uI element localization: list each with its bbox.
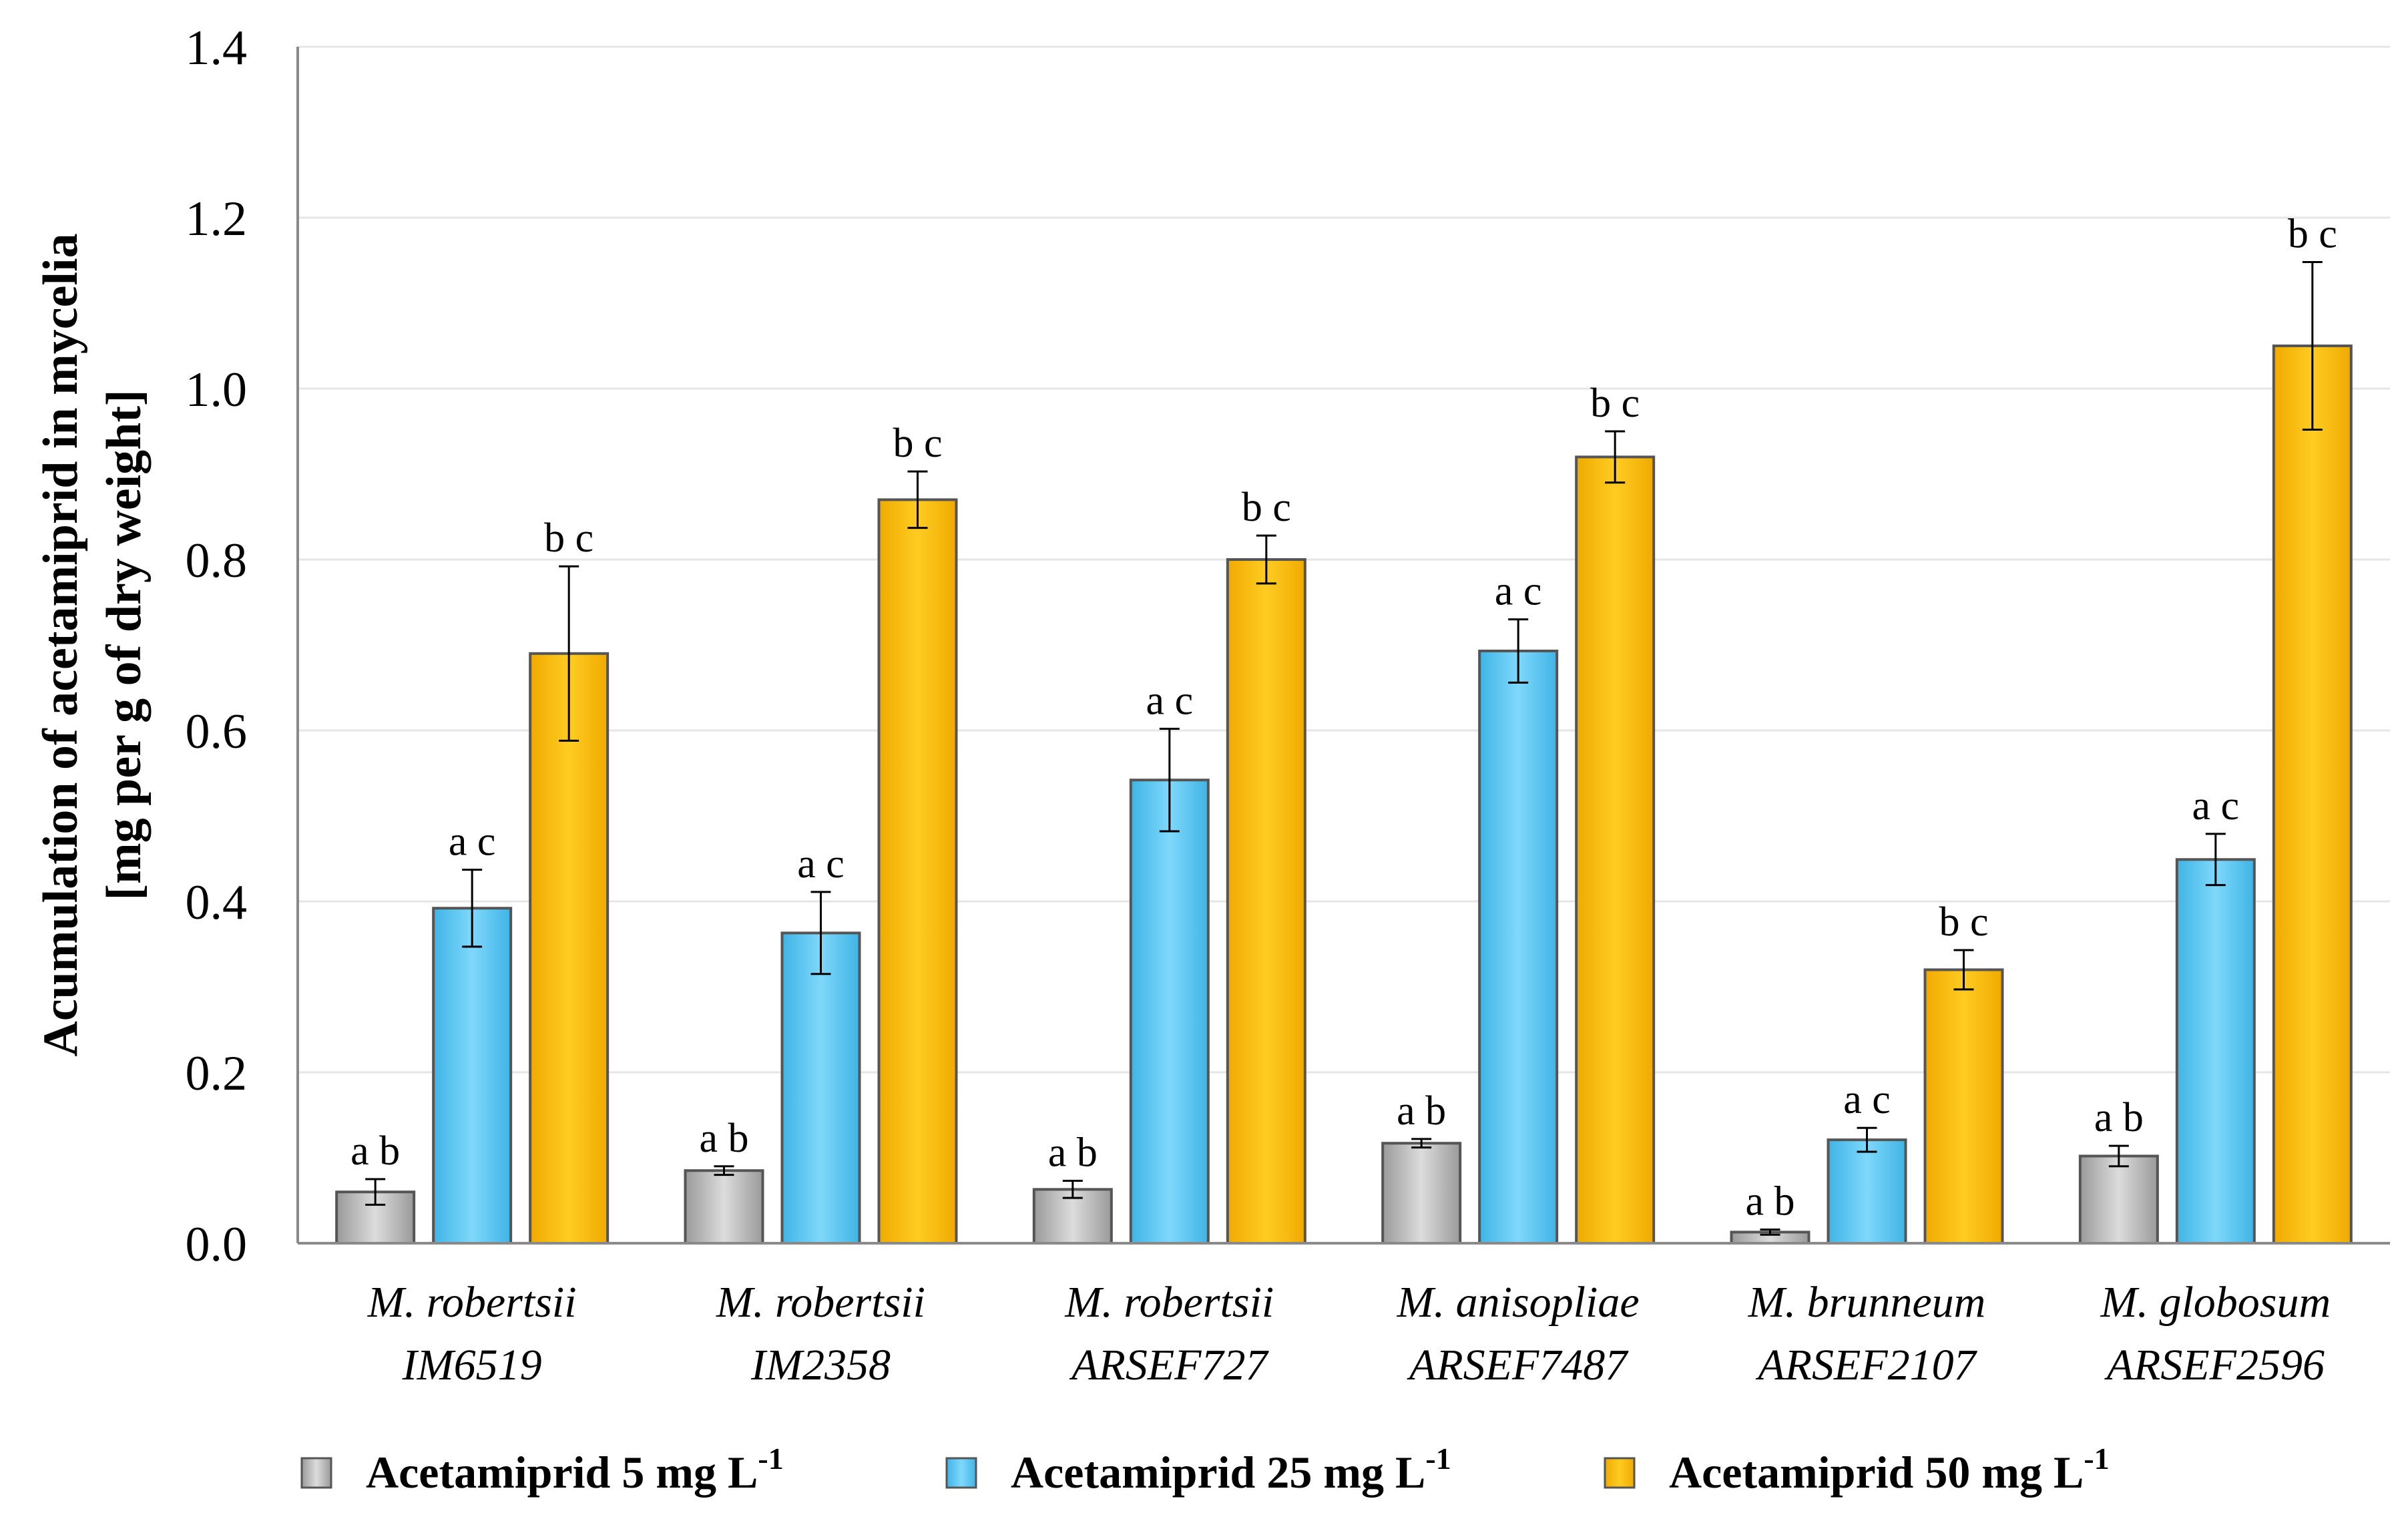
error-bar <box>1159 727 1180 833</box>
legend: Acetamiprid 5 mg L-1 Acetamiprid 25 mg L-… <box>300 1442 2110 1498</box>
x-tick-label-strain: ARSEF7487 <box>1407 1341 1629 1389</box>
legend-swatch <box>300 1457 332 1489</box>
y-tick-label: 1.2 <box>186 192 248 246</box>
legend-swatch <box>1604 1457 1636 1489</box>
significance-label: a c <box>2192 783 2240 829</box>
y-tick-label: 0.4 <box>186 875 248 930</box>
error-bar <box>462 869 483 948</box>
bar <box>1478 649 1559 1245</box>
error-bar <box>1857 1126 1877 1153</box>
significance-label: a c <box>1843 1077 1891 1122</box>
bar <box>1129 779 1210 1245</box>
y-tick-label: 0.8 <box>186 533 248 588</box>
error-bar <box>1062 1180 1083 1199</box>
y-axis-title: Acumulation of acetamiprid in mycelia [m… <box>33 233 152 1056</box>
bars: a b a b a b a b a b a b a c a c a c a c a c a c b c b… <box>335 212 2353 1245</box>
x-tick-label-strain: ARSEF2107 <box>1755 1341 1977 1389</box>
bar <box>780 931 861 1245</box>
legend-label: Acetamiprid 5 mg L-1 <box>366 1442 784 1498</box>
bar <box>1923 968 2004 1245</box>
x-tick-label-strain: IM6519 <box>402 1341 542 1389</box>
error-bar <box>365 1178 386 1206</box>
error-bar <box>1760 1229 1780 1236</box>
significance-label: b c <box>544 515 593 561</box>
error-bar <box>714 1165 734 1176</box>
significance-label: a c <box>449 819 496 865</box>
error-bar <box>2108 1144 2129 1168</box>
significance-label: a b <box>1048 1130 1098 1176</box>
significance-label: b c <box>1242 485 1291 530</box>
significance-label: a c <box>1146 678 1194 723</box>
x-tick-label-strain: ARSEF2596 <box>2104 1341 2325 1389</box>
error-bar <box>1953 949 1974 991</box>
bar <box>877 498 958 1245</box>
significance-label: a b <box>699 1116 748 1161</box>
bar <box>2175 858 2256 1245</box>
bar <box>2078 1154 2159 1245</box>
legend-label: Acetamiprid 50 mg L-1 <box>1669 1442 2110 1498</box>
x-tick-labels: M. robertsii IM6519 M. robertsii IM2358 M. r… <box>367 1278 2331 1389</box>
error-bar <box>1508 618 1529 684</box>
x-tick-label-strain: IM2358 <box>750 1341 891 1389</box>
significance-label: b c <box>1590 381 1640 426</box>
significance-label: a b <box>2094 1095 2144 1140</box>
bar <box>1575 455 1656 1245</box>
y-tick-label: 0.0 <box>186 1217 248 1272</box>
error-bar <box>1256 534 1276 585</box>
y-ticks: 0.0 0.2 0.4 0.6 0.8 1.0 1.2 1.4 <box>186 21 248 1272</box>
y-axis-label-line-2: [mg per g of dry weight] <box>97 389 152 900</box>
legend-label: Acetamiprid 25 mg L-1 <box>1011 1442 1451 1498</box>
error-bar <box>907 470 928 529</box>
legend-swatch <box>945 1457 977 1489</box>
error-bar <box>1605 430 1626 484</box>
error-bar <box>2302 261 2323 431</box>
significance-label: a b <box>1397 1088 1446 1134</box>
bar <box>2272 345 2353 1245</box>
x-tick-label: M. brunneum <box>1748 1278 1986 1327</box>
legend-item: Acetamiprid 5 mg L-1 <box>300 1442 784 1498</box>
significance-label: b c <box>1939 899 1988 945</box>
significance-label: a c <box>1495 569 1542 614</box>
bar <box>1226 558 1306 1245</box>
significance-label: a b <box>350 1128 400 1174</box>
legend-item: Acetamiprid 50 mg L-1 <box>1604 1442 2110 1498</box>
x-tick-label: M. globosum <box>2100 1278 2331 1327</box>
bar <box>432 907 513 1245</box>
significance-label: a b <box>1745 1179 1794 1225</box>
x-tick-label: M. robertsii <box>1064 1278 1274 1327</box>
y-tick-label: 1.0 <box>186 363 248 417</box>
significance-label: b c <box>2288 212 2337 257</box>
bar <box>529 652 610 1245</box>
x-tick-label: M. anisopliae <box>1397 1278 1640 1327</box>
bar <box>1827 1138 1907 1245</box>
error-bar <box>559 565 579 742</box>
x-tick-label: M. robertsii <box>367 1278 577 1327</box>
y-tick-label: 0.6 <box>186 704 248 759</box>
y-tick-label: 0.2 <box>186 1046 248 1101</box>
error-bar <box>1411 1138 1432 1149</box>
y-tick-label: 1.4 <box>186 21 248 75</box>
significance-label: a c <box>797 841 845 887</box>
x-tick-label: M. robertsii <box>716 1278 925 1327</box>
significance-label: b c <box>893 421 942 466</box>
bar <box>1381 1142 1462 1245</box>
error-bar <box>810 891 831 975</box>
y-axis-label-line-1: Acumulation of acetamiprid in mycelia <box>33 233 88 1056</box>
legend-item: Acetamiprid 25 mg L-1 <box>945 1442 1451 1498</box>
x-tick-label-strain: ARSEF727 <box>1069 1341 1269 1389</box>
axes <box>296 47 2390 1245</box>
bar <box>684 1169 764 1245</box>
gridlines <box>298 45 2390 1074</box>
error-bar <box>2205 833 2226 887</box>
